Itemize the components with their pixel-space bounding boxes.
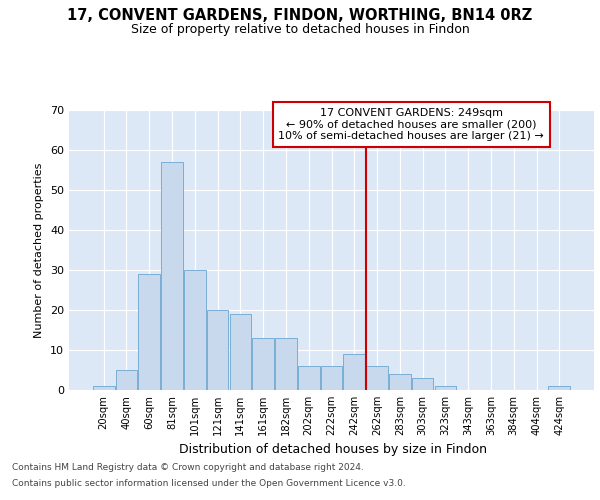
Bar bbox=[230, 314, 251, 390]
Bar bbox=[320, 366, 343, 390]
Y-axis label: Number of detached properties: Number of detached properties bbox=[34, 162, 44, 338]
Bar bbox=[139, 274, 160, 390]
Bar bbox=[116, 370, 137, 390]
Text: Contains HM Land Registry data © Crown copyright and database right 2024.: Contains HM Land Registry data © Crown c… bbox=[12, 464, 364, 472]
Bar bbox=[184, 270, 206, 390]
Bar bbox=[93, 386, 115, 390]
Bar bbox=[207, 310, 229, 390]
Bar bbox=[275, 338, 297, 390]
Bar bbox=[412, 378, 433, 390]
Text: 17 CONVENT GARDENS: 249sqm
← 90% of detached houses are smaller (200)
10% of sem: 17 CONVENT GARDENS: 249sqm ← 90% of deta… bbox=[278, 108, 544, 141]
Bar bbox=[548, 386, 570, 390]
Text: Size of property relative to detached houses in Findon: Size of property relative to detached ho… bbox=[131, 22, 469, 36]
Bar bbox=[343, 354, 365, 390]
Bar bbox=[298, 366, 320, 390]
Bar bbox=[366, 366, 388, 390]
Bar bbox=[434, 386, 456, 390]
Bar bbox=[389, 374, 410, 390]
Bar bbox=[161, 162, 183, 390]
Bar bbox=[253, 338, 274, 390]
Text: Contains public sector information licensed under the Open Government Licence v3: Contains public sector information licen… bbox=[12, 478, 406, 488]
Text: Distribution of detached houses by size in Findon: Distribution of detached houses by size … bbox=[179, 442, 487, 456]
Text: 17, CONVENT GARDENS, FINDON, WORTHING, BN14 0RZ: 17, CONVENT GARDENS, FINDON, WORTHING, B… bbox=[67, 8, 533, 22]
